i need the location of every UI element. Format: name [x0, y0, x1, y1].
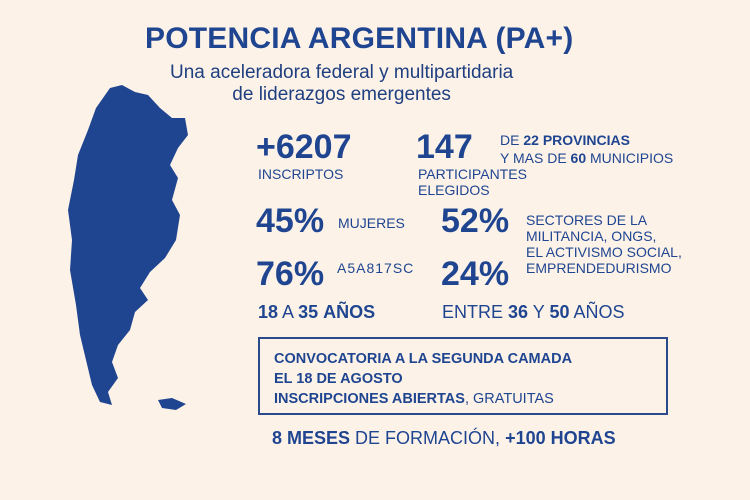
provincias-text: DE 22 PROVINCIAS Y MAS DE 60 MUNICIPIOS: [500, 131, 673, 167]
participantes-label: PARTICIPANTES ELEGIDOS: [418, 166, 527, 198]
box-line: EL 18 DE AGOSTO: [274, 371, 403, 387]
t: , GRATUITAS: [464, 391, 554, 407]
t: DE FORMACIÓN,: [355, 428, 501, 448]
t: MUNICIPIOS: [590, 150, 674, 166]
footer-text: 8 MESES DE FORMACIÓN, +100 HORAS: [272, 428, 616, 449]
t: EMPRENDEDURISMO: [526, 260, 672, 276]
sectores-label: SECTORES DE LA MILITANCIA, ONGS, EL ACTIVI…: [526, 212, 682, 276]
t: 18: [258, 302, 279, 322]
t: +100 HORAS: [505, 428, 616, 448]
inscriptos-label: INSCRIPTOS: [258, 166, 344, 182]
mujeres-value: 45%: [256, 202, 325, 240]
t: 60: [570, 150, 587, 166]
inscriptos-value: +6207: [256, 128, 352, 166]
t: SECTORES DE LA: [526, 212, 648, 228]
t: 35: [298, 302, 319, 322]
t: 50: [549, 302, 570, 322]
t: INSCRIPCIONES ABIERTAS: [274, 391, 465, 407]
age1-range: 18 A 35 AÑOS: [258, 302, 375, 323]
age2-value: 24%: [441, 255, 510, 293]
box-line: INSCRIPCIONES ABIERTAS, GRATUITAS: [274, 389, 652, 409]
t: A: [282, 302, 294, 322]
label-line: PARTICIPANTES: [418, 166, 527, 182]
t: 8 MESES: [272, 428, 351, 448]
page-title: POTENCIA ARGENTINA (PA+): [145, 22, 574, 55]
convocatoria-box: CONVOCATORIA A LA SEGUNDA CAMADA EL 18 D…: [258, 337, 668, 415]
t: 36: [508, 302, 529, 322]
t: Y: [532, 302, 545, 322]
t: EL ACTIVISMO SOCIAL,: [526, 244, 682, 260]
age2-range: ENTRE 36 Y 50 AÑOS: [442, 302, 625, 323]
t: MILITANCIA, ONGS,: [526, 228, 657, 244]
t: AÑOS: [323, 302, 376, 322]
age1-code: A5A817SC: [337, 260, 415, 276]
subtitle-line: de liderazgos emergentes: [232, 84, 451, 105]
subtitle-line: Una aceleradora federal y multipartidari…: [170, 62, 514, 83]
t: DE: [500, 132, 520, 148]
t: PROVINCIAS: [542, 132, 630, 148]
mujeres-label: MUJERES: [338, 215, 405, 231]
t: Y MAS DE: [500, 150, 567, 166]
label-line: ELEGIDOS: [418, 182, 490, 198]
participantes-value: 147: [416, 128, 473, 166]
t: AÑOS: [573, 302, 625, 322]
box-line: CONVOCATORIA A LA SEGUNDA CAMADA: [274, 351, 573, 367]
t: ENTRE: [442, 302, 504, 322]
age1-value: 76%: [256, 255, 325, 293]
sectores-value: 52%: [441, 202, 510, 240]
t: 22: [523, 132, 539, 148]
subtitle: Una aceleradora federal y multipartidari…: [170, 62, 513, 106]
